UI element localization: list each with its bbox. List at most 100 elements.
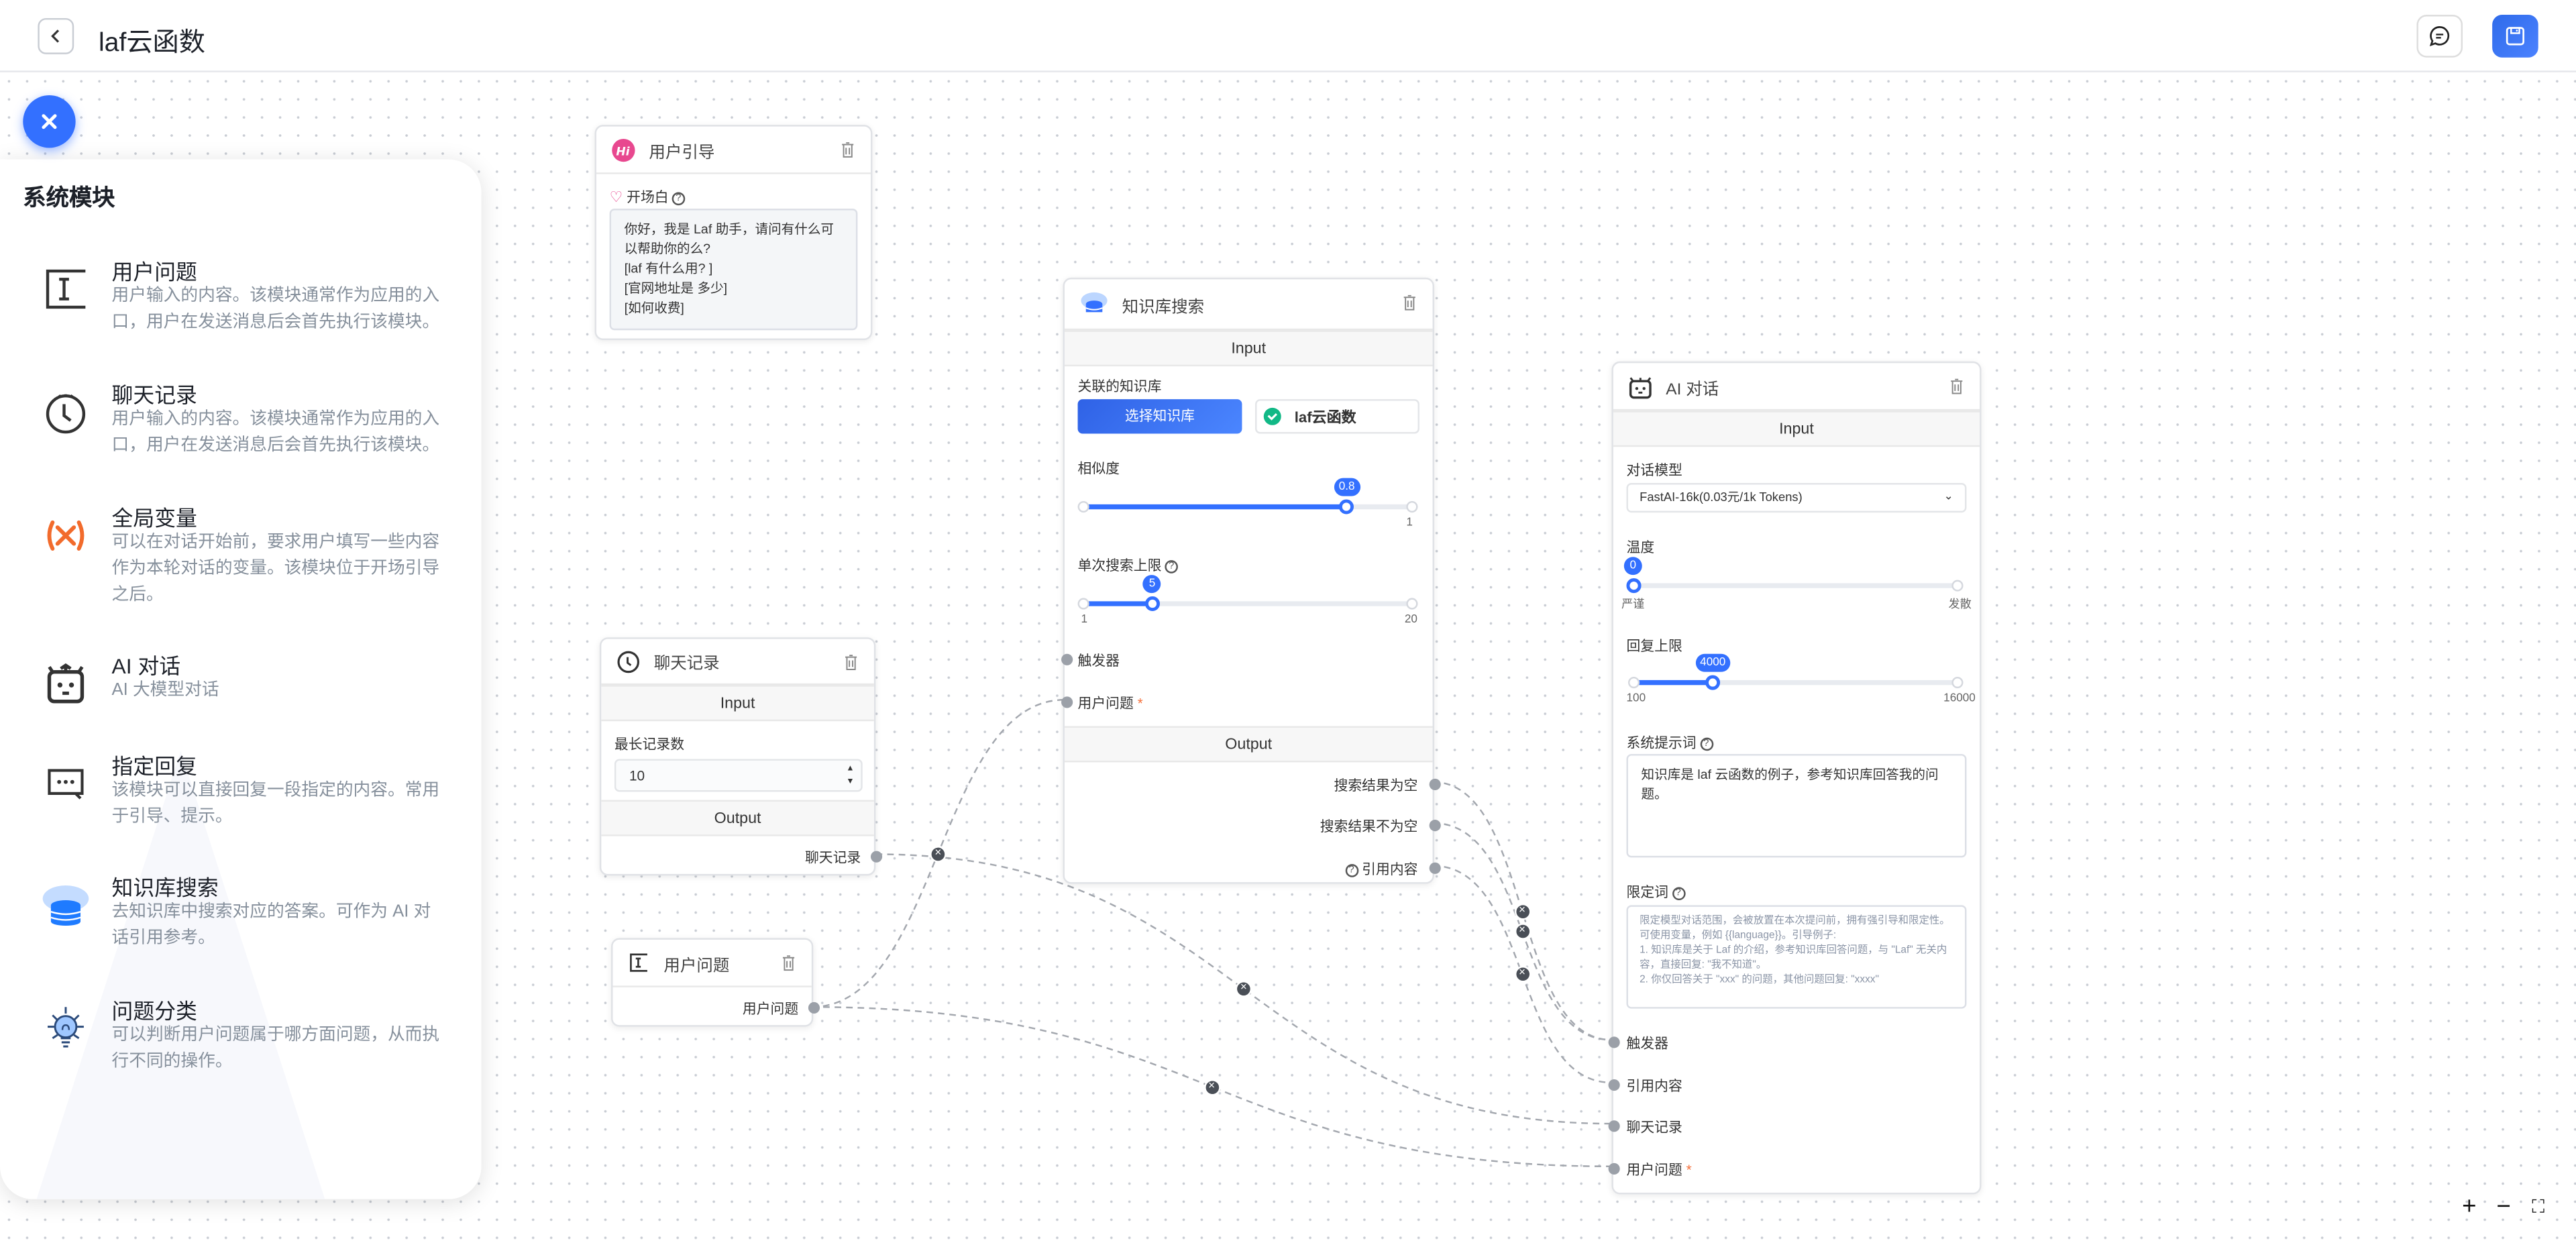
help-icon[interactable]: ? — [1165, 559, 1178, 574]
delete-edge-button[interactable]: × — [1513, 966, 1531, 983]
trash-icon[interactable] — [1950, 378, 1964, 394]
select-kb-button[interactable]: 选择知识库 — [1077, 399, 1242, 434]
panel-title: 系统模块 — [23, 184, 115, 211]
module-item[interactable]: 问题分类 可以判断用户问题属于哪方面问题，从而执行不同的操作。 — [0, 994, 482, 1093]
slider-track — [1633, 583, 1959, 588]
output-not-empty: 搜索结果不为空 — [1320, 818, 1418, 835]
delete-edge-button[interactable]: × — [1513, 923, 1531, 940]
module-item[interactable]: 聊天记录 用户输入的内容。该模块通常作为应用的入口，用户在发送消息后会首先执行该模… — [0, 378, 482, 476]
handle-trigger-in[interactable] — [1060, 653, 1072, 665]
slider-track — [1082, 601, 1413, 606]
handle-quote-out[interactable] — [1428, 861, 1440, 873]
slider-fill — [1633, 680, 1713, 686]
module-desc: 该模块可以直接回复一段指定的内容。常用于引导、提示。 — [111, 780, 440, 826]
back-button[interactable] — [38, 17, 74, 54]
slider-value: 0 — [1623, 557, 1642, 576]
slider-thumb[interactable] — [1625, 578, 1641, 594]
top-bar: laf云函数 — [0, 0, 2576, 72]
node-chat-history[interactable]: 聊天记录 Input 最长记录数 10 ▲ ▼ Output 聊天记录 — [599, 637, 881, 876]
heart-chat-icon: ♡ — [609, 188, 623, 206]
system-prompt-label: 系统提示词? — [1627, 733, 1713, 752]
search-limit-slider[interactable]: 5 — [1077, 575, 1418, 612]
model-select[interactable]: FastAI-16k(0.03元/1k Tokens) ⌄ — [1626, 483, 1967, 513]
help-icon[interactable]: ? — [1671, 886, 1685, 900]
hi-icon: Hi — [612, 138, 635, 162]
linked-kb-label: 关联的知识库 — [1077, 378, 1162, 394]
module-item[interactable]: AI 对话 AI 大模型对话 — [0, 649, 482, 747]
temperature-slider[interactable]: 0 — [1623, 557, 1964, 594]
max-tokens-min: 100 — [1626, 693, 1646, 705]
system-prompt-textarea[interactable]: 知识库是 laf 云函数的例子，参考知识库回答我的问题。 — [1626, 754, 1967, 858]
max-tokens-label: 回复上限 — [1626, 637, 1682, 654]
help-icon[interactable]: ? — [672, 191, 686, 205]
module-desc: 可以在对话开始前，要求用户填写一些内容作为本轮对话的变量。该模块位于开场引导之后… — [111, 532, 440, 605]
zoom-in-button[interactable]: + — [2462, 1192, 2477, 1221]
handle-not-empty-out[interactable] — [1428, 818, 1440, 830]
opening-label: ♡ 开场白? — [610, 187, 686, 207]
handle-empty-out[interactable] — [1428, 777, 1440, 790]
save-button[interactable] — [2492, 15, 2538, 58]
module-desc: 用户输入的内容。该模块通常作为应用的入口，用户在发送消息后会首先执行该模块。 — [111, 409, 440, 455]
node-ai-chat[interactable]: AI 对话 Input 对话模型 FastAI-16k(0.03元/1k Tok… — [1607, 361, 1982, 1195]
similarity-slider[interactable]: 0.8 — [1077, 478, 1418, 514]
max-tokens-slider[interactable]: 4000 — [1627, 653, 1964, 690]
kb-name: laf云函数 — [1294, 409, 1356, 426]
slider-thumb[interactable] — [1339, 499, 1354, 514]
robot-icon — [1629, 376, 1652, 398]
module-title: AI 对话 — [111, 653, 181, 679]
slider-track — [1633, 680, 1959, 686]
module-item[interactable]: 知识库搜索 去知识库中搜索对应的答案。可作为 AI 对话引用参考。 — [0, 871, 482, 969]
trash-icon[interactable] — [845, 654, 858, 670]
delete-edge-button[interactable]: × — [1235, 981, 1252, 997]
trash-icon[interactable] — [782, 955, 796, 971]
slider-value: 4000 — [1695, 653, 1731, 672]
help-icon[interactable]: ? — [1699, 737, 1713, 751]
clock-icon — [41, 388, 90, 437]
chat-test-button[interactable] — [2416, 15, 2463, 58]
output-section-header: Output — [601, 800, 874, 836]
max-records-input[interactable]: 10 ▲ ▼ — [614, 759, 863, 792]
stepper-arrows[interactable]: ▲ ▼ — [846, 763, 855, 788]
laf-logo-icon — [1263, 407, 1281, 425]
slider-thumb[interactable] — [1144, 596, 1160, 612]
node-header: 聊天记录 — [601, 639, 874, 686]
zoom-out-button[interactable]: − — [2496, 1192, 2511, 1221]
module-item[interactable]: 指定回复 该模块可以直接回复一段指定的内容。常用于引导、提示。 — [0, 749, 482, 848]
input-history: 聊天记录 — [1626, 1118, 1682, 1136]
database-cloud-icon — [1081, 292, 1108, 313]
node-user-question[interactable]: 用户问题 用户问题 — [611, 938, 819, 1027]
node-kb-search[interactable]: 知识库搜索 Input 关联的知识库 选择知识库 laf云函数 相似度 0.8 … — [1060, 277, 1440, 884]
node-title: 聊天记录 — [653, 655, 720, 674]
module-item[interactable]: 全局变量 可以在对话开始前，要求用户填写一些内容作为本轮对话的变量。该模块位于开场… — [0, 501, 482, 604]
module-item[interactable]: 用户问题 用户输入的内容。该模块通常作为应用的入口，用户在发送消息后会首先执行该模… — [0, 255, 482, 354]
module-title: 指定回复 — [111, 754, 197, 779]
limit-words-textarea[interactable]: 限定模型对话范围，会被放置在本次提问前，拥有强引导和限定性。可使用变量，例如 {… — [1626, 905, 1967, 1009]
module-desc: AI 大模型对话 — [111, 680, 219, 700]
text-cursor-icon — [630, 953, 647, 972]
trash-icon[interactable] — [1403, 294, 1416, 311]
help-icon[interactable]: ? — [1344, 863, 1358, 877]
temperature-max: 发散 — [1948, 599, 1972, 612]
fit-view-button[interactable]: ⛶ — [2532, 1197, 2545, 1217]
module-desc: 用户输入的内容。该模块通常作为应用的入口，用户在发送消息后会首先执行该模块。 — [111, 286, 440, 332]
trash-icon[interactable] — [841, 142, 855, 158]
max-records-label: 最长记录数 — [614, 736, 685, 753]
handle-history-out[interactable] — [869, 850, 881, 862]
slider-value: 5 — [1143, 575, 1161, 594]
slider-end — [1406, 598, 1418, 610]
close-panel-button[interactable] — [23, 95, 76, 148]
opening-textarea[interactable]: 你好，我是 Laf 助手，请问有什么可以帮助你的么? [laf 有什么用? ] … — [609, 209, 858, 331]
node-title: 知识库搜索 — [1122, 298, 1205, 317]
chevron-down-icon: ⌄ — [1943, 491, 1953, 503]
kb-chip[interactable]: laf云函数 — [1255, 399, 1419, 434]
slider-thumb[interactable] — [1705, 675, 1721, 690]
similarity-max: 1 — [1406, 517, 1413, 529]
slider-fill — [1082, 504, 1347, 510]
node-user-guide[interactable]: Hi 用户引导 ♡ 开场白? 你好，我是 Laf 助手，请问有什么可以帮助你的么… — [594, 125, 873, 340]
node-title: 用户问题 — [663, 957, 730, 975]
input-question: 用户问题 * — [1077, 694, 1143, 712]
input-question: 用户问题 * — [1626, 1161, 1692, 1178]
temperature-min: 严谨 — [1621, 599, 1645, 612]
handle-question-out[interactable] — [807, 1001, 819, 1013]
input-trigger: 触发器 — [1626, 1034, 1668, 1052]
